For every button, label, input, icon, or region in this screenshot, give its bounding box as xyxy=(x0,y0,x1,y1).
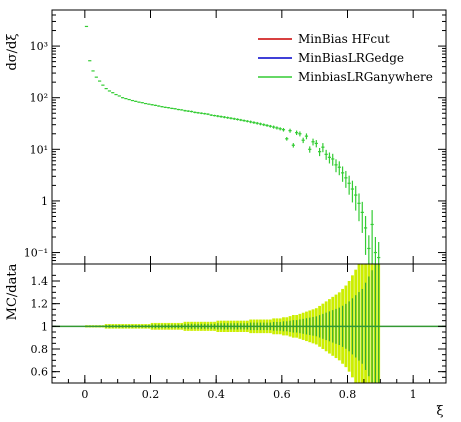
y-tick-label: 10¹ xyxy=(30,143,48,156)
x-tick-label: 0.4 xyxy=(207,388,225,401)
ratio-error-band-inner xyxy=(378,264,380,383)
y-tick-label: 1.4 xyxy=(31,275,49,288)
main-y-ticks: 10⁻¹ 1 10¹ 10² 10³ xyxy=(24,9,446,265)
y-tick-label: 0.8 xyxy=(31,343,49,356)
legend-label-lrganywhere: MinbiasLRGanywhere xyxy=(298,70,433,84)
ratio-data-layer xyxy=(85,264,381,383)
x-tick-label: 0.6 xyxy=(273,388,291,401)
y-tick-label: 1 xyxy=(41,195,48,208)
x-tick-label: 1 xyxy=(410,388,417,401)
y-tick-label: 1 xyxy=(41,320,48,333)
legend-label-hfcut: MinBias HFcut xyxy=(298,32,390,46)
x-tick-label: 0 xyxy=(81,388,88,401)
ratio-plot-frame xyxy=(51,263,447,384)
main-plot-frame xyxy=(51,9,447,265)
ratio-y-axis-title: MC/data xyxy=(5,263,20,320)
main-panel: 10⁻¹ 1 10¹ 10² 10³ dσ/dξ MinBias HFcut MinBi… xyxy=(5,9,447,265)
y-tick-label: 10³ xyxy=(30,40,48,53)
ratio-x-ticks: 0 0.2 0.4 0.6 0.8 1 xyxy=(51,264,447,401)
legend-label-lrgedge: MinBiasLRGedge xyxy=(298,51,404,65)
y-tick-label: 10⁻¹ xyxy=(24,247,48,260)
ratio-y-ticks: 0.6 0.8 1 1.2 1.4 xyxy=(31,274,446,379)
y-tick-label: 1.2 xyxy=(31,298,49,311)
y-tick-label: 0.6 xyxy=(31,366,49,379)
y-tick-label: 10² xyxy=(30,92,48,105)
ratio-error-band-inner xyxy=(374,264,377,383)
ratio-panel: 0.6 0.8 1 1.2 1.4 0 0.2 0.4 0.6 0.8 1 MC/data ξ xyxy=(5,263,447,419)
x-axis-title: ξ xyxy=(436,404,443,419)
x-tick-label: 0.2 xyxy=(142,388,160,401)
legend: MinBias HFcut MinBiasLRGedge MinbiasLRGa… xyxy=(258,32,433,84)
main-y-axis-title: dσ/dξ xyxy=(5,33,20,70)
main-data-layer xyxy=(84,25,381,264)
x-tick-label: 0.8 xyxy=(339,388,357,401)
